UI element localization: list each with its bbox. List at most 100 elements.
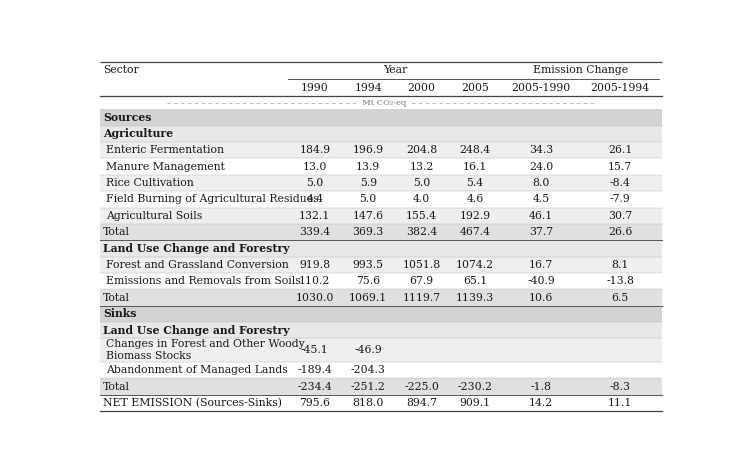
Text: Emission Change: Emission Change <box>533 65 628 75</box>
Text: 155.4: 155.4 <box>406 211 437 221</box>
Text: 147.6: 147.6 <box>353 211 384 221</box>
Text: 8.0: 8.0 <box>533 178 550 188</box>
Text: 26.1: 26.1 <box>608 145 632 155</box>
Text: Changes in Forest and Other Woody: Changes in Forest and Other Woody <box>107 339 305 349</box>
Text: 248.4: 248.4 <box>459 145 491 155</box>
Text: 16.1: 16.1 <box>463 161 488 172</box>
Bar <box>99 256 662 273</box>
Text: 46.1: 46.1 <box>529 211 554 221</box>
Text: 11.1: 11.1 <box>608 398 632 408</box>
Text: 339.4: 339.4 <box>299 227 330 237</box>
Text: -204.3: -204.3 <box>350 365 385 375</box>
Text: -234.4: -234.4 <box>297 381 332 392</box>
Text: 1030.0: 1030.0 <box>296 292 334 302</box>
Text: 369.3: 369.3 <box>353 227 384 237</box>
Text: Sources: Sources <box>103 112 151 123</box>
Text: 5.0: 5.0 <box>359 194 377 205</box>
Text: -230.2: -230.2 <box>458 381 493 392</box>
Text: 894.7: 894.7 <box>406 398 437 408</box>
Text: 909.1: 909.1 <box>459 398 491 408</box>
Text: 13.0: 13.0 <box>302 161 327 172</box>
Text: -46.9: -46.9 <box>354 345 382 355</box>
Text: 192.9: 192.9 <box>459 211 491 221</box>
Text: 132.1: 132.1 <box>299 211 330 221</box>
Bar <box>99 289 662 306</box>
Text: -251.2: -251.2 <box>350 381 385 392</box>
Text: 30.7: 30.7 <box>608 211 632 221</box>
Text: -7.9: -7.9 <box>610 194 631 205</box>
Text: Total: Total <box>103 292 130 302</box>
Bar <box>99 224 662 240</box>
Bar <box>99 126 662 142</box>
Text: -40.9: -40.9 <box>528 276 555 286</box>
Text: 110.2: 110.2 <box>299 276 330 286</box>
Text: 1139.3: 1139.3 <box>456 292 494 302</box>
Text: 184.9: 184.9 <box>299 145 330 155</box>
Text: 24.0: 24.0 <box>529 161 554 172</box>
Text: 1119.7: 1119.7 <box>402 292 441 302</box>
Text: 5.0: 5.0 <box>306 178 323 188</box>
Bar <box>99 306 662 322</box>
Text: 4.0: 4.0 <box>413 194 431 205</box>
Text: 1069.1: 1069.1 <box>349 292 388 302</box>
Text: -8.4: -8.4 <box>610 178 631 188</box>
Text: -189.4: -189.4 <box>297 365 332 375</box>
Text: -13.8: -13.8 <box>606 276 634 286</box>
Text: -1.8: -1.8 <box>531 381 552 392</box>
Text: 37.7: 37.7 <box>529 227 554 237</box>
Text: 919.8: 919.8 <box>299 260 330 270</box>
Text: 204.8: 204.8 <box>406 145 437 155</box>
Text: Enteric Fermentation: Enteric Fermentation <box>107 145 225 155</box>
Bar <box>99 240 662 256</box>
Text: 67.9: 67.9 <box>410 276 433 286</box>
Text: 2005-1990: 2005-1990 <box>512 82 571 93</box>
Text: Biomass Stocks: Biomass Stocks <box>107 351 192 361</box>
Text: 4.6: 4.6 <box>467 194 484 205</box>
Bar <box>99 142 662 159</box>
Bar <box>99 395 662 411</box>
Text: Land Use Change and Forestry: Land Use Change and Forestry <box>103 325 290 336</box>
Text: Year: Year <box>383 65 407 75</box>
Bar <box>99 338 662 362</box>
Text: Agriculture: Agriculture <box>103 128 173 139</box>
Text: Agricultural Soils: Agricultural Soils <box>107 211 202 221</box>
Text: – – – – – – – – – – – – – – – – – – – – – – – – – – – –  Mt CO₂-eq  – – – – – – : – – – – – – – – – – – – – – – – – – – – … <box>167 99 595 107</box>
Text: Rice Cultivation: Rice Cultivation <box>107 178 194 188</box>
Bar <box>99 191 662 207</box>
Text: 5.4: 5.4 <box>467 178 484 188</box>
Bar <box>99 322 662 338</box>
Text: 467.4: 467.4 <box>459 227 491 237</box>
Bar <box>99 273 662 289</box>
Text: 16.7: 16.7 <box>529 260 554 270</box>
Text: 5.0: 5.0 <box>413 178 431 188</box>
Text: 4.4: 4.4 <box>306 194 323 205</box>
Bar <box>99 175 662 191</box>
Text: Total: Total <box>103 227 130 237</box>
Text: 65.1: 65.1 <box>463 276 488 286</box>
Text: -225.0: -225.0 <box>405 381 439 392</box>
Bar <box>99 379 662 395</box>
Text: 2005-1994: 2005-1994 <box>591 82 650 93</box>
Text: -8.3: -8.3 <box>610 381 631 392</box>
Text: 993.5: 993.5 <box>353 260 384 270</box>
Text: 10.6: 10.6 <box>529 292 554 302</box>
Text: 15.7: 15.7 <box>608 161 632 172</box>
Text: Abandonment of Managed Lands: Abandonment of Managed Lands <box>107 365 288 375</box>
Text: Land Use Change and Forestry: Land Use Change and Forestry <box>103 243 290 254</box>
Text: 6.5: 6.5 <box>611 292 628 302</box>
Text: 382.4: 382.4 <box>406 227 437 237</box>
Text: 1994: 1994 <box>354 82 382 93</box>
Text: 34.3: 34.3 <box>529 145 554 155</box>
Text: 818.0: 818.0 <box>353 398 384 408</box>
Text: 196.9: 196.9 <box>353 145 384 155</box>
Text: Forest and Grassland Conversion: Forest and Grassland Conversion <box>107 260 289 270</box>
Bar <box>99 362 662 379</box>
Text: NET EMISSION (Sources-Sinks): NET EMISSION (Sources-Sinks) <box>103 398 282 408</box>
Text: Field Burning of Agricultural Residues: Field Burning of Agricultural Residues <box>107 194 319 205</box>
Text: 13.9: 13.9 <box>356 161 380 172</box>
Text: Sinks: Sinks <box>103 308 136 319</box>
Text: Sector: Sector <box>103 65 139 75</box>
Text: 8.1: 8.1 <box>611 260 629 270</box>
Text: 75.6: 75.6 <box>356 276 380 286</box>
Text: Emissions and Removals from Soils: Emissions and Removals from Soils <box>107 276 301 286</box>
